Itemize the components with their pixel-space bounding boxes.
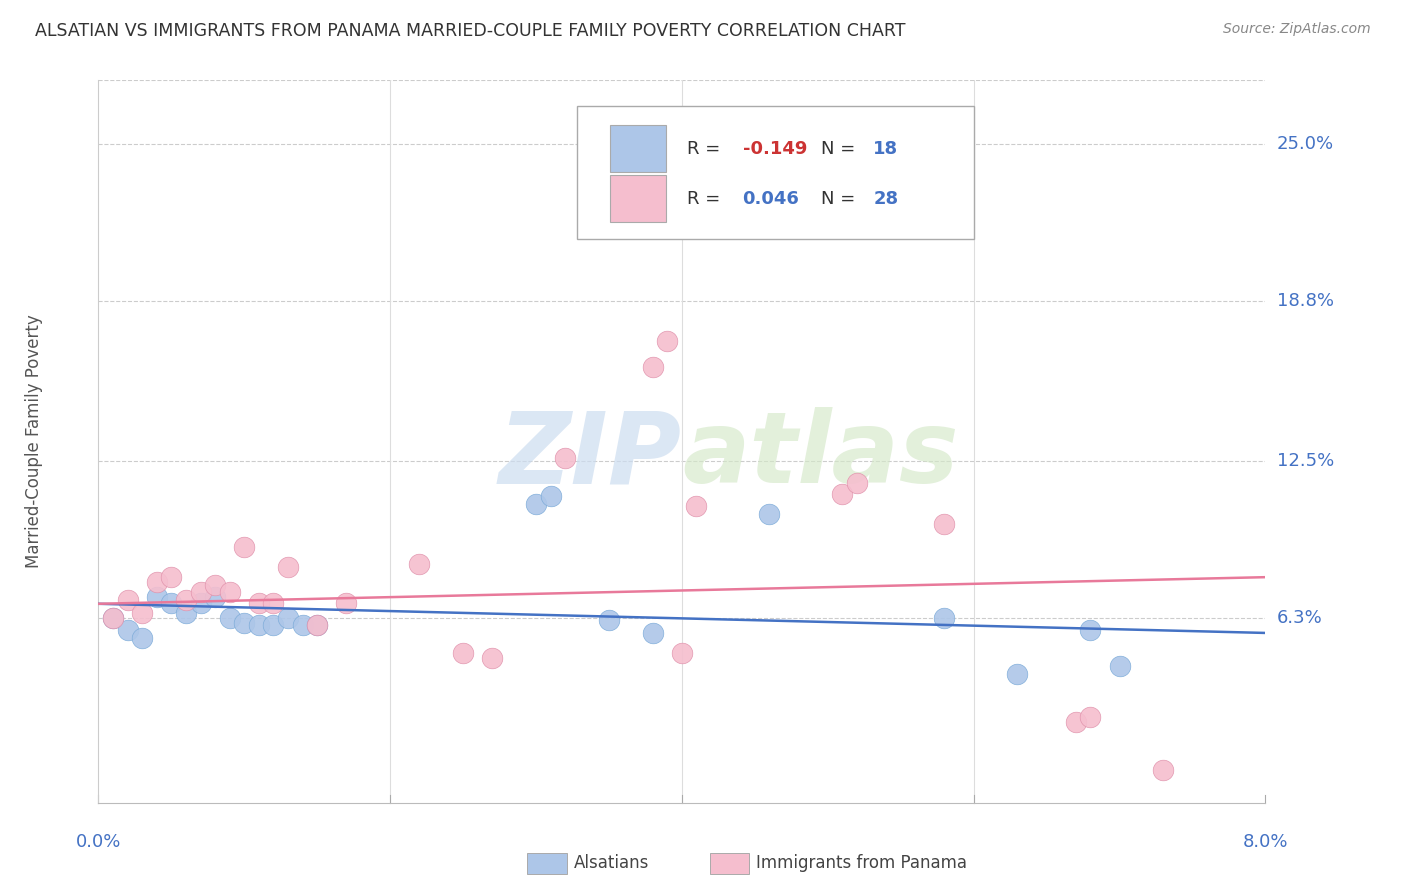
Text: 18: 18 [873, 139, 898, 158]
Point [524, 497, 547, 511]
Point [307, 618, 329, 632]
Point [554, 450, 576, 465]
Point [190, 595, 212, 609]
Point [1080, 709, 1102, 723]
Text: 12.5%: 12.5% [1277, 451, 1334, 469]
Text: 0.046: 0.046 [742, 190, 800, 208]
Text: ALSATIAN VS IMMIGRANTS FROM PANAMA MARRIED-COUPLE FAMILY POVERTY CORRELATION CHA: ALSATIAN VS IMMIGRANTS FROM PANAMA MARRI… [35, 22, 905, 40]
Point [174, 606, 197, 620]
Text: Alsatians: Alsatians [574, 855, 650, 872]
Text: R =: R = [686, 139, 725, 158]
Point [131, 606, 153, 620]
Text: Immigrants from Panama: Immigrants from Panama [756, 855, 967, 872]
Point [146, 575, 169, 590]
Point [934, 611, 956, 625]
Point [117, 593, 139, 607]
Point [831, 486, 853, 500]
Text: 0.0%: 0.0% [76, 833, 121, 851]
Point [845, 476, 868, 491]
Point [1064, 714, 1087, 729]
Point [262, 595, 284, 609]
Point [291, 618, 314, 632]
Point [247, 595, 270, 609]
Point [671, 646, 693, 660]
Point [685, 499, 707, 513]
Point [934, 516, 956, 531]
Text: 8.0%: 8.0% [1243, 833, 1288, 851]
Text: N =: N = [821, 139, 860, 158]
Point [190, 585, 212, 599]
Point [101, 611, 124, 625]
Point [277, 560, 299, 574]
Point [204, 578, 226, 592]
Text: atlas: atlas [682, 408, 959, 505]
Point [540, 489, 562, 503]
Text: 28: 28 [873, 190, 898, 208]
Point [1080, 624, 1102, 638]
Point [1152, 763, 1174, 777]
Point [204, 591, 226, 605]
Point [131, 631, 153, 645]
Point [146, 591, 169, 605]
Point [277, 611, 299, 625]
Text: 25.0%: 25.0% [1277, 135, 1334, 153]
Text: Married-Couple Family Poverty: Married-Couple Family Poverty [25, 315, 44, 568]
Point [247, 618, 270, 632]
Point [657, 334, 679, 349]
Text: 6.3%: 6.3% [1277, 608, 1322, 627]
Text: N =: N = [821, 190, 860, 208]
Point [160, 595, 183, 609]
Point [335, 595, 357, 609]
Point [641, 359, 664, 374]
Point [160, 570, 183, 584]
Point [117, 624, 139, 638]
Point [218, 585, 240, 599]
Point [174, 593, 197, 607]
FancyBboxPatch shape [576, 105, 973, 239]
Point [1108, 659, 1130, 673]
Point [598, 613, 620, 627]
Text: ZIP: ZIP [499, 408, 682, 505]
Point [758, 507, 780, 521]
Point [451, 646, 474, 660]
Point [101, 611, 124, 625]
Point [262, 618, 284, 632]
Point [233, 615, 256, 630]
Point [1007, 666, 1029, 681]
Text: 18.8%: 18.8% [1277, 292, 1333, 310]
Text: Source: ZipAtlas.com: Source: ZipAtlas.com [1223, 22, 1371, 37]
Point [481, 651, 503, 665]
Bar [610, 175, 665, 222]
Text: R =: R = [686, 190, 725, 208]
Point [758, 218, 780, 232]
Point [218, 611, 240, 625]
Point [408, 558, 430, 572]
Text: -0.149: -0.149 [742, 139, 807, 158]
Point [233, 540, 256, 554]
Point [641, 626, 664, 640]
Bar [610, 125, 665, 172]
Point [307, 618, 329, 632]
